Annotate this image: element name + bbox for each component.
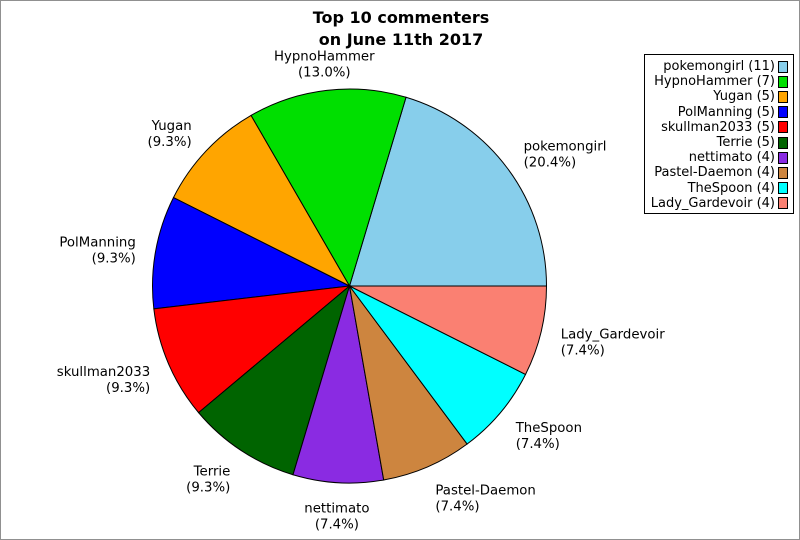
pie-slice-Lady_Gardevoir: [349, 285, 548, 376]
legend-item-skullman2033: skullman2033 (5): [649, 120, 788, 135]
legend-swatch: [778, 197, 788, 210]
slice-label-Lady_Gardevoir: Lady_Gardevoir (7.4%): [561, 327, 666, 358]
legend-swatch: [778, 121, 788, 134]
legend-swatch: [778, 60, 788, 73]
legend-item-label: TheSpoon (4): [687, 180, 775, 196]
pie-slice-HypnoHammer: [250, 88, 407, 288]
legend-swatch: [778, 75, 788, 88]
pie-slice-Terrie: [197, 284, 351, 476]
slice-label-Terrie: Terrie (9.3%): [186, 465, 230, 496]
slice-label-HypnoHammer: HypnoHammer (13.0%): [274, 50, 375, 81]
legend-item-HypnoHammer: HypnoHammer (7): [649, 74, 788, 89]
legend-item-label: skullman2033 (5): [661, 119, 775, 135]
legend-item-Pastel-Daemon: Pastel-Daemon (4): [649, 165, 788, 180]
chart-title: Top 10 commenters on June 11th 2017: [1, 7, 799, 51]
slice-label-Pastel-Daemon: Pastel-Daemon (7.4%): [435, 483, 535, 514]
legend-item-label: Terrie (5): [716, 135, 775, 151]
legend-item-Lady_Gardevoir: Lady_Gardevoir (4): [649, 196, 788, 211]
legend-swatch: [778, 106, 788, 119]
chart-title-line1: Top 10 commenters: [312, 8, 490, 27]
slice-label-pokemongirl: pokemongirl (20.4%): [524, 139, 607, 170]
pie-slice-PolManning: [151, 196, 352, 310]
legend-item-label: Lady_Gardevoir (4): [650, 195, 775, 211]
legend-item-label: Yugan (5): [713, 89, 775, 105]
legend-item-label: Pastel-Daemon (4): [654, 165, 775, 181]
legend-swatch: [778, 151, 788, 164]
legend-item-nettimato: nettimato (4): [649, 150, 788, 165]
slice-label-PolManning: PolManning (9.3%): [59, 236, 135, 267]
legend-item-pokemongirl: pokemongirl (11): [649, 59, 788, 74]
legend-swatch: [778, 182, 788, 195]
legend-item-label: HypnoHammer (7): [654, 74, 775, 90]
legend-item-label: PolManning (5): [677, 104, 775, 120]
pie-slice-Yugan: [172, 114, 351, 288]
legend: pokemongirl (11) HypnoHammer (7) Yugan (5)…: [644, 54, 794, 214]
legend-item-Terrie: Terrie (5): [649, 135, 788, 150]
slice-label-skullman2033: skullman2033 (9.3%): [57, 365, 150, 396]
slice-label-Yugan: Yugan (9.3%): [148, 119, 192, 150]
chart-title-line2: on June 11th 2017: [318, 30, 484, 49]
legend-item-PolManning: PolManning (5): [649, 105, 788, 120]
slice-label-nettimato: nettimato (7.4%): [304, 502, 369, 533]
legend-swatch: [778, 136, 788, 149]
legend-item-label: nettimato (4): [688, 150, 775, 166]
legend-swatch: [778, 166, 788, 179]
pie-slice-pokemongirl: [348, 96, 548, 287]
slice-label-TheSpoon: TheSpoon (7.4%): [515, 421, 582, 452]
pie-slice-skullman2033: [153, 285, 352, 414]
legend-item-Yugan: Yugan (5): [649, 89, 788, 104]
legend-swatch: [778, 90, 788, 103]
legend-item-label: pokemongirl (11): [663, 59, 775, 75]
legend-item-TheSpoon: TheSpoon (4): [649, 181, 788, 196]
